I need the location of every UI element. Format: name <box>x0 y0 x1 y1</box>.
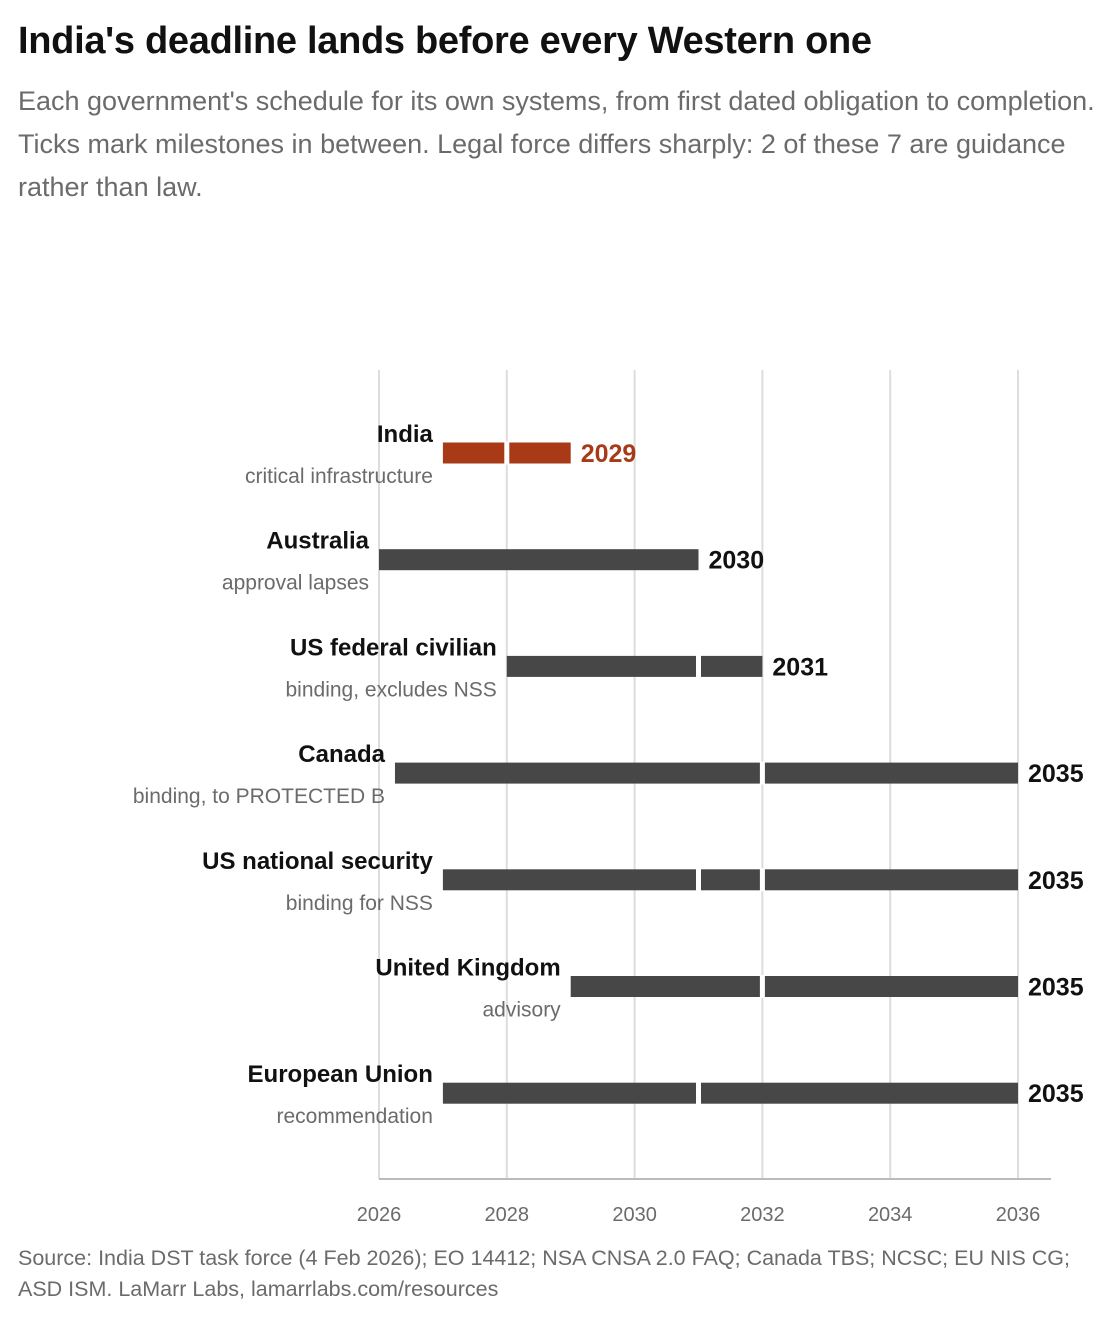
row-label: Canada <box>298 741 385 768</box>
milestone-tick <box>696 654 701 678</box>
x-tick-label: 2026 <box>357 1204 402 1226</box>
range-bar <box>570 976 1018 997</box>
milestone-tick <box>759 975 765 998</box>
end-year-label: 2031 <box>772 653 828 681</box>
end-year-label: 2035 <box>1028 760 1084 788</box>
x-tick-label: 2028 <box>485 1204 530 1226</box>
row-note: binding, to PROTECTED B <box>133 785 385 808</box>
milestone-tick <box>759 761 765 785</box>
source-note: Source: India DST task force (4 Feb 2026… <box>18 1246 1070 1301</box>
row-note: recommendation <box>276 1105 432 1128</box>
chart-title: India's deadline lands before every West… <box>18 20 872 62</box>
x-tick-label: 2036 <box>996 1204 1041 1226</box>
end-year-label: 2030 <box>709 547 765 575</box>
row-label: United Kingdom <box>375 955 560 982</box>
row-label: US federal civilian <box>290 634 497 661</box>
row-note: critical infrastructure <box>245 465 433 488</box>
x-tick-label: 2034 <box>868 1204 913 1226</box>
row-canada: Canada binding, to PROTECTED B 2035 <box>133 741 1084 808</box>
range-bar <box>379 549 699 571</box>
row-india: India critical infrastructure 2029 <box>245 421 636 488</box>
row-note: binding, excludes NSS <box>286 678 497 701</box>
x-tick-label: 2030 <box>612 1204 657 1226</box>
x-axis: 2026 2028 2030 2032 2034 2036 <box>357 1178 1051 1226</box>
row-australia: Australia approval lapses 2030 <box>222 528 764 595</box>
end-year-label: 2035 <box>1028 974 1084 1002</box>
milestone-tick <box>696 1081 701 1105</box>
row-label: Australia <box>266 528 369 555</box>
x-tick-label: 2032 <box>740 1204 785 1226</box>
range-bar <box>394 762 1019 784</box>
milestone-tick <box>504 441 510 465</box>
row-note: binding for NSS <box>286 892 433 915</box>
milestone-tick <box>759 868 765 892</box>
row-label: India <box>377 421 434 448</box>
row-label: European Union <box>248 1061 433 1088</box>
milestone-tick <box>696 868 701 892</box>
end-year-label: 2029 <box>581 440 637 468</box>
row-note: approval lapses <box>222 572 369 595</box>
row-label: US national security <box>202 848 433 875</box>
end-year-label: 2035 <box>1028 867 1084 895</box>
range-bar <box>442 869 1018 891</box>
chart-subtitle: Each government's schedule for its own s… <box>18 86 1095 202</box>
range-bar <box>442 1082 1018 1104</box>
row-note: advisory <box>482 999 561 1022</box>
row-european-union: European Union recommendation 2035 <box>248 1061 1084 1128</box>
chart-rows: India critical infrastructure 2029 Australi… <box>133 421 1084 1128</box>
row-united-kingdom: United Kingdom advisory 2035 <box>375 955 1083 1022</box>
row-us-national-security: US national security binding for NSS 2035 <box>202 848 1084 915</box>
end-year-label: 2035 <box>1028 1080 1084 1108</box>
row-us-federal-civilian: US federal civilian binding, excludes NSS… <box>286 634 829 701</box>
range-bar <box>506 655 763 677</box>
